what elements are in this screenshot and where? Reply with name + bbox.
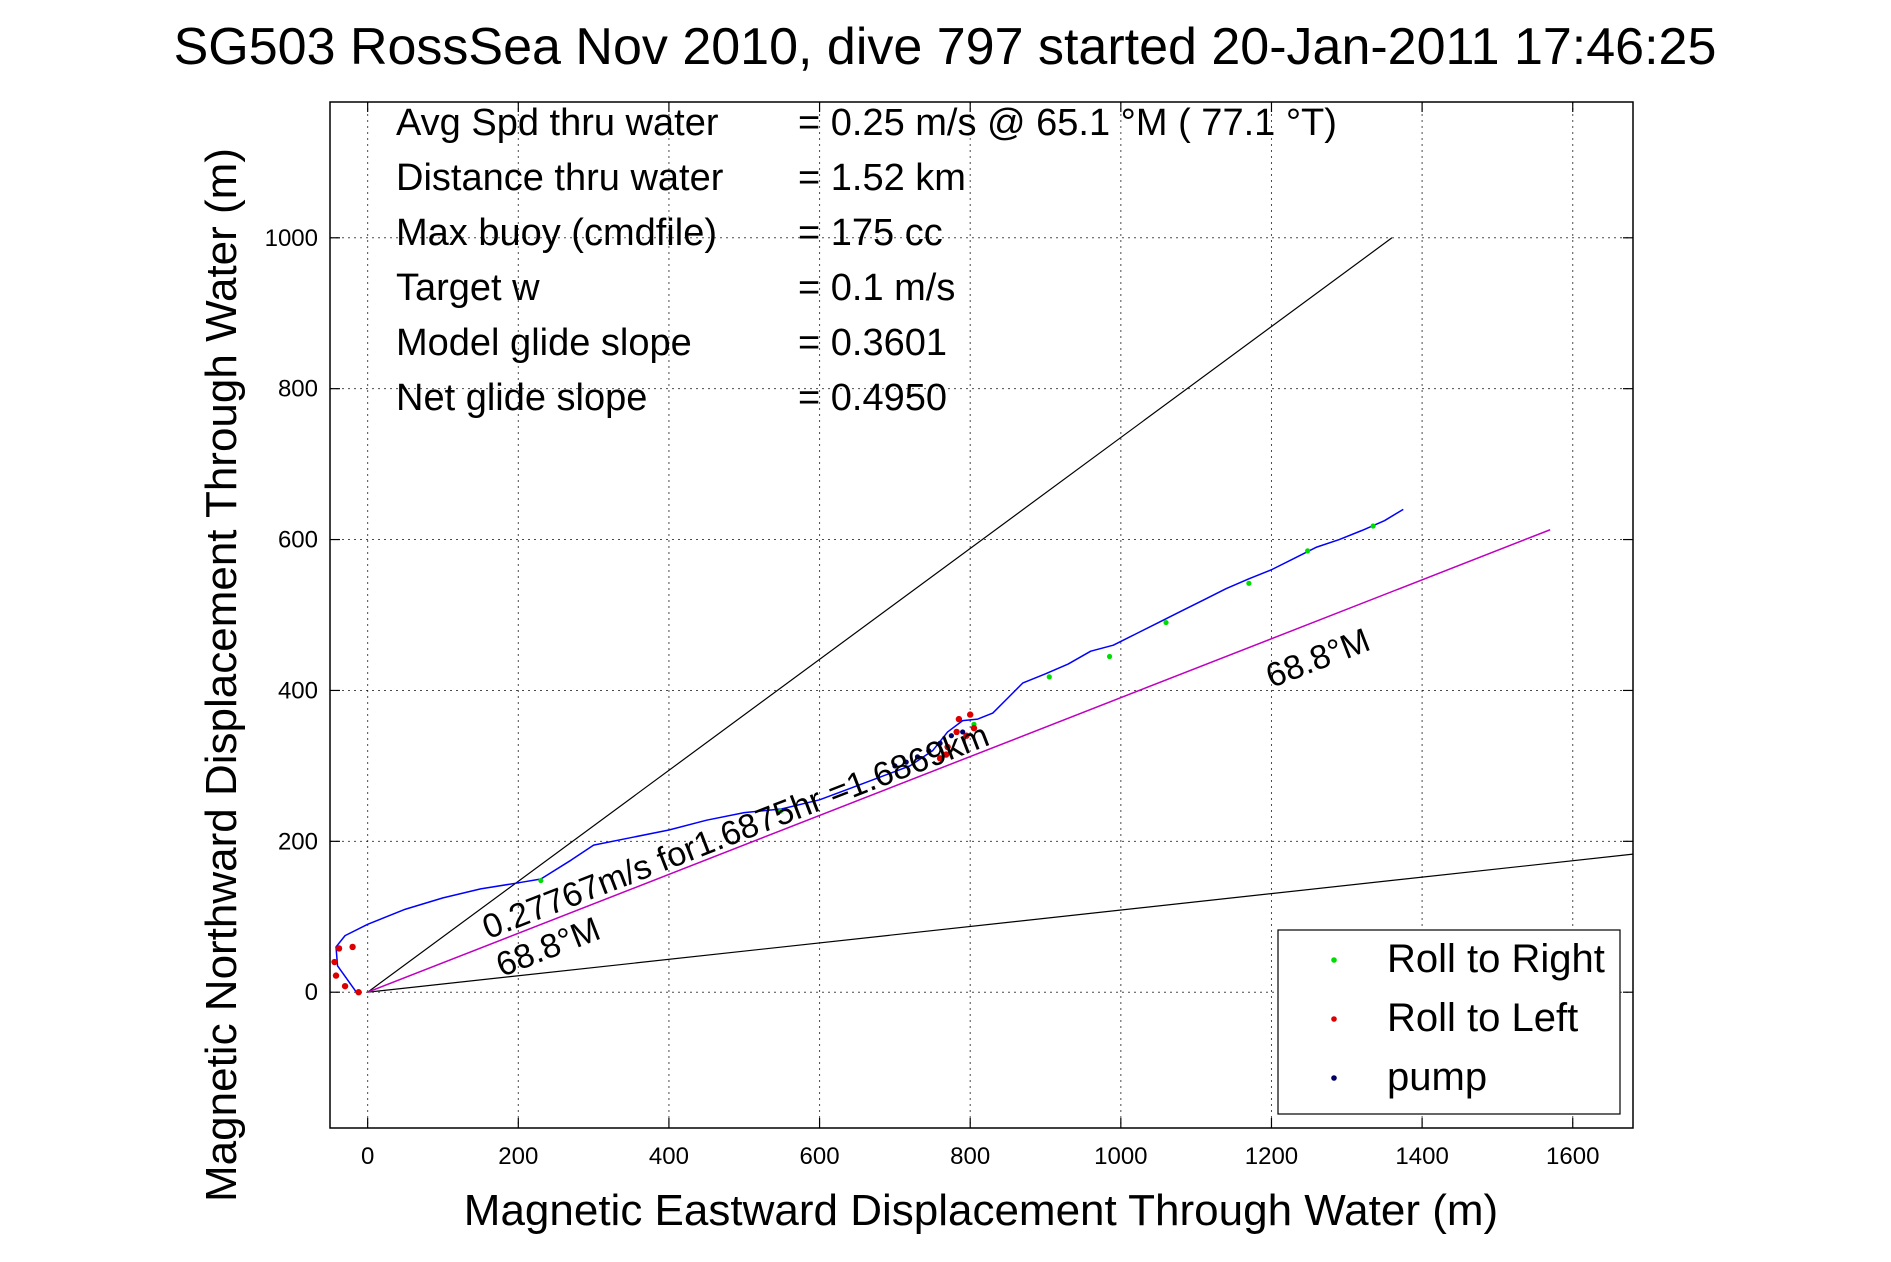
stat-value-3: = 0.1 m/s — [798, 267, 955, 309]
plot-frame — [329, 101, 1634, 1129]
roll-to-left-point-1 — [341, 982, 349, 990]
stat-value-4: = 0.3601 — [798, 322, 947, 364]
roll-to-left-point-4 — [335, 945, 343, 952]
x-axis-label: Magnetic Eastward Displacement Through W… — [464, 1186, 1498, 1235]
chart-title: SG503 RossSea Nov 2010, dive 797 started… — [174, 18, 1717, 76]
x-tick-label-6: 1200 — [1245, 1143, 1298, 1170]
glide-line-0 — [367, 237, 1393, 993]
roll-to-right-point-5 — [1163, 619, 1169, 626]
legend: Roll to Right Roll to Left pump — [1277, 929, 1621, 1115]
roll-to-right-point-8 — [1370, 523, 1376, 529]
heading-line — [367, 529, 1551, 993]
plot-area: 0.27767m/s for1.6875hr =1.6869km68.8°M68… — [265, 101, 1634, 1170]
roll-to-left-point-13 — [942, 751, 950, 758]
stat-label-5: Net glide slope — [396, 377, 647, 419]
x-tick-label-1: 200 — [498, 1143, 538, 1170]
roll-to-right-point-1 — [777, 808, 784, 814]
roll-to-left-point-6 — [936, 755, 944, 762]
roll-to-right-point-0 — [538, 877, 544, 884]
legend-label-2: pump — [1387, 1055, 1487, 1099]
x-tick-label-0: 0 — [361, 1143, 374, 1170]
grid — [330, 102, 1633, 1128]
y-tick-label-5: 1000 — [265, 225, 318, 252]
track-line — [335, 508, 1404, 993]
roll-to-left-point-11 — [963, 732, 970, 739]
roll-to-right-point-3 — [1046, 674, 1052, 680]
x-tick-label-4: 800 — [950, 1143, 990, 1170]
stat-label-4: Model glide slope — [396, 322, 692, 364]
stat-label-3: Target w — [396, 267, 540, 309]
stat-value-1: = 1.52 km — [798, 157, 966, 199]
roll-to-left-point-3 — [331, 958, 338, 966]
legend-label-0: Roll to Right — [1387, 937, 1605, 981]
roll-to-left-point-7 — [944, 743, 951, 751]
glide-line-1 — [367, 853, 1634, 993]
roll-to-left-point-12 — [953, 728, 960, 736]
x-tick-label-8: 1600 — [1546, 1143, 1599, 1170]
pump-point-4 — [937, 740, 943, 746]
pump-point-6 — [960, 729, 966, 735]
x-tick-label-7: 1400 — [1395, 1143, 1448, 1170]
stat-value-5: = 0.4950 — [798, 377, 947, 419]
legend-label-1: Roll to Left — [1387, 996, 1578, 1040]
stat-value-2: = 175 cc — [798, 212, 943, 254]
stat-label-2: Max buoy (cmdfile) — [396, 212, 717, 254]
x-tick-label-3: 600 — [800, 1143, 840, 1170]
y-tick-label-0: 0 — [305, 979, 318, 1006]
roll-to-right-point-7 — [1305, 548, 1311, 554]
glide-lines — [367, 237, 1634, 993]
roll-to-left-point-8 — [955, 715, 963, 723]
roll-to-left-point-10 — [970, 724, 978, 732]
x-ticks: 0 200 400 600 800 1000 1200 1400 1600 — [361, 102, 1599, 1170]
stats-block: Avg Spd thru water = 0.25 m/s @ 65.1 °M (… — [396, 102, 1337, 419]
legend-marker-1 — [1331, 1016, 1337, 1022]
roll-to-left-point-9 — [967, 711, 974, 718]
legend-marker-0 — [1331, 957, 1337, 963]
roll-to-left-point-0 — [355, 989, 362, 996]
x-tick-label-2: 400 — [649, 1143, 689, 1170]
y-axis-label: Magnetic Northward Displacement Through … — [197, 148, 246, 1202]
heading-line-path — [367, 529, 1551, 993]
y-tick-label-1: 200 — [278, 828, 318, 855]
legend-entries: Roll to Right Roll to Left pump — [1331, 937, 1605, 1099]
roll-to-right-point-4 — [1106, 653, 1113, 660]
roll-to-right-point-6 — [1246, 580, 1252, 586]
stat-label-0: Avg Spd thru water — [396, 102, 719, 144]
stat-value-0: = 0.25 m/s @ 65.1 °M ( 77.1 °T) — [798, 102, 1337, 144]
y-tick-label-4: 800 — [278, 376, 318, 403]
legend-marker-2 — [1331, 1075, 1337, 1081]
y-ticks: 0 200 400 600 800 1000 — [265, 225, 1633, 1006]
pump-point-3 — [926, 748, 932, 754]
roll-to-left-point-5 — [349, 943, 356, 951]
pump-point-0 — [892, 763, 898, 769]
y-tick-label-3: 600 — [278, 527, 318, 554]
pump-point-1 — [903, 759, 909, 765]
roll-to-left-point-2 — [332, 972, 340, 979]
pump-point-2 — [914, 754, 921, 760]
pump-point-5 — [948, 733, 954, 739]
stat-label-1: Distance thru water — [396, 157, 724, 199]
y-tick-label-2: 400 — [278, 677, 318, 704]
series-layer — [331, 508, 1404, 996]
x-tick-label-5: 1000 — [1094, 1143, 1147, 1170]
